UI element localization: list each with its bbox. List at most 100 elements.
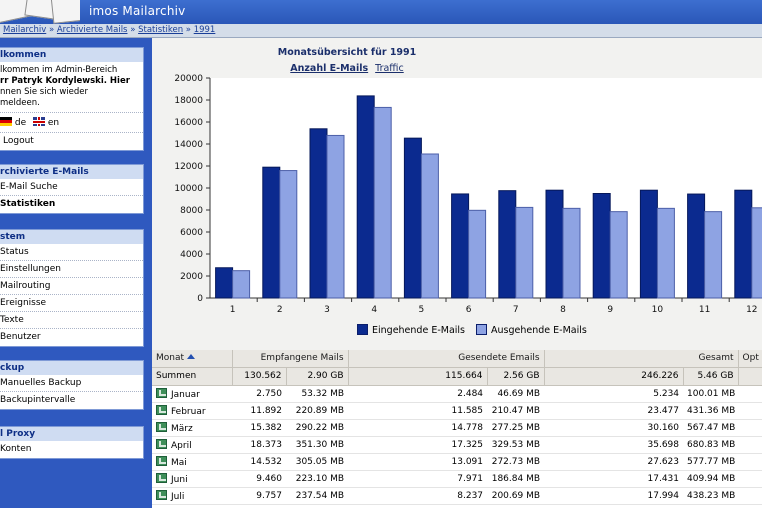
bar-chart: 0 2000 4000 6000 8000 10000 12000 14000 16000 180…	[174, 74, 762, 315]
sent-count-cell: 2.484	[348, 385, 488, 403]
table-row[interactable]: Mai 14.532 305.05 MB 13.091 272.73 MB 27.623 5…	[152, 453, 762, 471]
bar-outgoing	[562, 207, 581, 299]
received-size-cell: 220.89 MB	[286, 402, 349, 420]
welcome-line: rr Patryk Kordylewski. Hier	[0, 76, 130, 86]
table-row[interactable]: Januar 2.750 53.32 MB 2.484 46.69 MB 5.234 100…	[152, 385, 762, 403]
chart-icon[interactable]	[156, 438, 167, 449]
chart-title: Monatsübersicht für 1991	[277, 47, 417, 58]
language-de[interactable]: de	[14, 118, 27, 128]
month-label: April	[171, 440, 192, 451]
sidebar-item-texts[interactable]: Texte	[0, 312, 143, 329]
sort-asc-icon[interactable]	[187, 354, 196, 360]
bar-incoming	[356, 95, 375, 299]
sidebar-item-manual-backup[interactable]: Manuelles Backup	[0, 375, 143, 392]
total-size-cell: 100.01 MB	[683, 385, 739, 403]
breadcrumb-year[interactable]: 1991	[193, 25, 216, 35]
total-size-cell: 567.47 MB	[683, 419, 739, 437]
sidebar-item-statistics[interactable]: Statistiken	[0, 199, 56, 209]
received-size-cell: 223.10 MB	[286, 470, 349, 488]
table-row[interactable]: März 15.382 290.22 MB 14.778 277.25 MB 30.160…	[152, 419, 762, 437]
sum-received-count: 130.562	[232, 367, 287, 386]
bar-outgoing	[373, 106, 392, 299]
chart-panel: Monatsübersicht für 1991 Anzahl E-Mails …	[152, 38, 762, 350]
chart-link-traffic[interactable]: Traffic	[375, 63, 404, 74]
chart-legend: Eingehende E-Mails Ausgehende E-Mails	[357, 324, 595, 336]
x-tick-label: 9	[607, 305, 613, 315]
column-header-sent: Gesendete Emails	[348, 350, 545, 368]
column-header-total: Gesamt	[544, 350, 739, 368]
sidebar: lkommen lkommen im Admin-Bereich rr Patr…	[0, 38, 152, 508]
sidebar-item-mailrouting[interactable]: Mailrouting	[0, 278, 143, 295]
month-cell: Juli	[152, 487, 232, 505]
sidebar-item-accounts[interactable]: Konten	[0, 444, 32, 454]
sidebar-item-settings[interactable]: Einstellungen	[0, 261, 143, 278]
sent-size-cell: 277.25 MB	[487, 419, 545, 437]
table-row[interactable]: Juli 9.757 237.54 MB 8.237 200.69 MB 17.994 43…	[152, 487, 762, 505]
english-flag-icon[interactable]	[33, 117, 45, 126]
total-size-cell: 409.94 MB	[683, 470, 739, 488]
month-cell: Januar	[152, 385, 232, 403]
bar-outgoing	[420, 153, 439, 299]
bar-outgoing	[468, 209, 487, 299]
received-count-cell: 11.892	[232, 402, 286, 420]
breadcrumb-mailarchiv[interactable]: Mailarchiv	[3, 25, 47, 35]
backup-title: ckup	[0, 361, 143, 375]
logout-link[interactable]: Logout	[3, 136, 34, 146]
total-size-cell: 438.23 MB	[683, 487, 739, 505]
table-row[interactable]: April 18.373 351.30 MB 17.325 329.53 MB 35.69…	[152, 436, 762, 454]
y-tick-label: 0	[197, 294, 203, 304]
chart-icon[interactable]	[156, 404, 167, 415]
welcome-panel: lkommen lkommen im Admin-Bereich rr Patr…	[0, 47, 144, 151]
chart-icon[interactable]	[156, 472, 167, 483]
sidebar-item-backup-intervals[interactable]: Backupintervalle	[0, 395, 76, 405]
received-count-cell: 18.373	[232, 436, 286, 454]
chart-link-count[interactable]: Anzahl E-Mails	[290, 63, 369, 74]
x-tick-label: 1	[230, 305, 236, 315]
received-size-cell: 351.30 MB	[286, 436, 349, 454]
chart-icon[interactable]	[156, 489, 167, 500]
legend-swatch-outgoing	[476, 324, 488, 335]
legend-item-outgoing: Ausgehende E-Mails	[476, 324, 587, 336]
sum-total-size: 5.46 GB	[683, 367, 739, 386]
x-tick-label: 10	[652, 305, 664, 315]
x-tick-label: 7	[513, 305, 519, 315]
legend-label-incoming: Eingehende E-Mails	[372, 325, 465, 336]
received-count-cell: 9.757	[232, 487, 286, 505]
bar-incoming	[639, 189, 658, 299]
bar-incoming	[262, 166, 281, 299]
sidebar-item-status[interactable]: Status	[0, 244, 143, 261]
app-logo	[0, 0, 80, 24]
chart-icon[interactable]	[156, 387, 167, 398]
sidebar-item-email-search[interactable]: E-Mail Suche	[0, 179, 143, 196]
chart-view-switch: Anzahl E-Mails Traffic	[152, 63, 542, 74]
bar-incoming	[592, 193, 611, 299]
sent-count-cell: 8.237	[348, 487, 488, 505]
bar-incoming	[215, 267, 234, 299]
table-row[interactable]: Februar 11.892 220.89 MB 11.585 210.47 MB 23.…	[152, 402, 762, 420]
month-cell: Juni	[152, 470, 232, 488]
table-row[interactable]: Juni 9.460 223.10 MB 7.971 186.84 MB 17.431 40…	[152, 470, 762, 488]
sidebar-item-users[interactable]: Benutzer	[0, 332, 41, 342]
main-content: Monatsübersicht für 1991 Anzahl E-Mails …	[152, 38, 762, 508]
sidebar-item-events[interactable]: Ereignisse	[0, 295, 143, 312]
breadcrumb-archived-mails[interactable]: Archivierte Mails	[56, 25, 128, 35]
sum-total-count: 246.226	[544, 367, 684, 386]
received-count-cell: 2.750	[232, 385, 286, 403]
breadcrumb: Mailarchiv » Archivierte Mails » Statist…	[0, 24, 762, 38]
german-flag-icon[interactable]	[0, 117, 12, 126]
chart-icon[interactable]	[156, 421, 167, 432]
month-cell: Mai	[152, 453, 232, 471]
bar-outgoing	[656, 207, 675, 299]
sent-size-cell: 46.69 MB	[487, 385, 545, 403]
column-header-month[interactable]: Monat	[152, 350, 233, 368]
language-en[interactable]: en	[47, 118, 60, 128]
month-label: Februar	[171, 406, 206, 417]
chart-icon[interactable]	[156, 455, 167, 466]
sent-count-cell: 7.971	[348, 470, 488, 488]
breadcrumb-statistics[interactable]: Statistiken	[138, 25, 184, 35]
y-tick-label: 20000	[174, 74, 203, 84]
received-size-cell: 305.05 MB	[286, 453, 349, 471]
y-tick-label: 8000	[180, 206, 203, 216]
welcome-line: nnen Sie sich wieder	[0, 87, 88, 97]
x-tick-label: 4	[371, 305, 377, 315]
